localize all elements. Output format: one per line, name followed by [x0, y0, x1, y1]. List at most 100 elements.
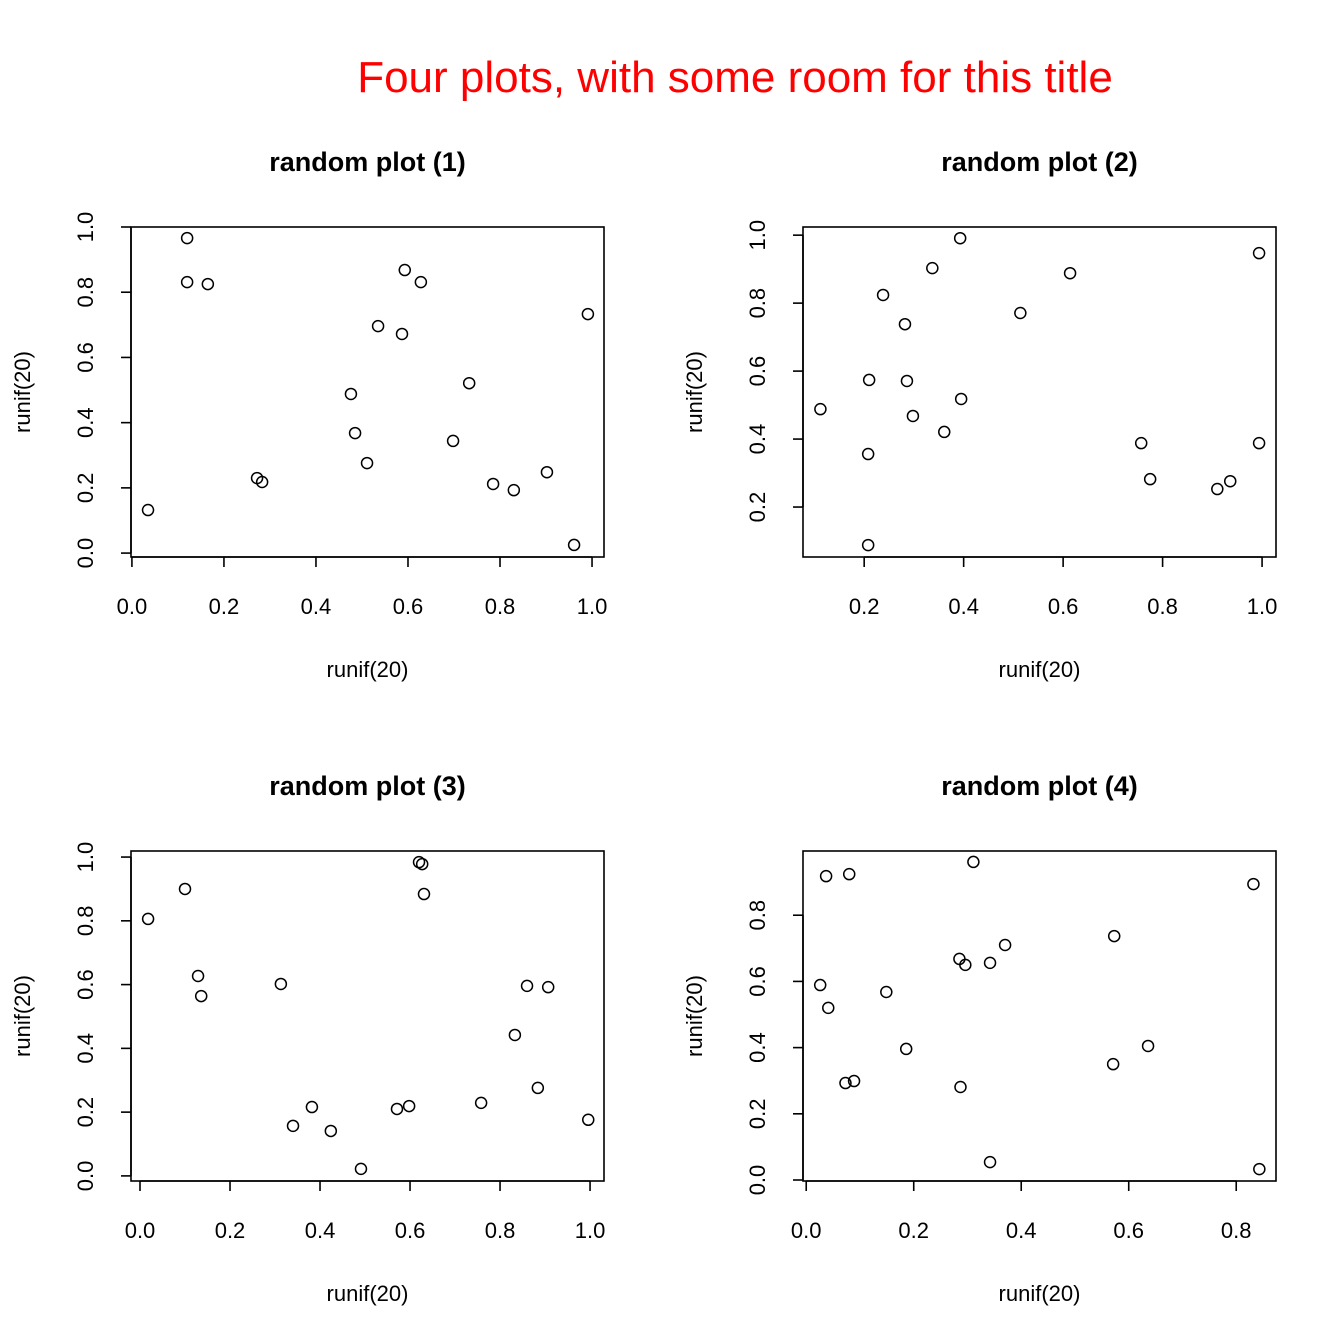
- x-tick-label: 0.4: [301, 594, 332, 619]
- data-point: [900, 374, 914, 388]
- panel-2: random plot (2) runif(20) runif(20) 0.2 0.4 0…: [682, 147, 1277, 682]
- data-point: [983, 956, 997, 970]
- data-point: [520, 979, 534, 993]
- x-tick-label: 0.2: [849, 594, 880, 619]
- y-axis-label: runif(20): [10, 351, 35, 433]
- data-point: [1252, 246, 1266, 260]
- data-point: [390, 1102, 404, 1116]
- data-point: [402, 1099, 416, 1113]
- data-point: [180, 275, 194, 289]
- data-point: [861, 538, 875, 552]
- data-point: [898, 317, 912, 331]
- data-point: [415, 857, 429, 871]
- data-point: [305, 1100, 319, 1114]
- data-point: [531, 1081, 545, 1095]
- x-tick-label: 0.0: [791, 1218, 822, 1243]
- x-tick-label: 0.2: [898, 1218, 929, 1243]
- x-tick-label: 0.0: [117, 594, 148, 619]
- data-point: [414, 275, 428, 289]
- plot-frame: [130, 226, 605, 558]
- data-point: [839, 1076, 852, 1090]
- data-point: [255, 475, 269, 489]
- data-point: [899, 1042, 913, 1056]
- data-point: [446, 434, 460, 448]
- x-tick-label: 0.4: [305, 1218, 336, 1243]
- data-point: [1143, 472, 1157, 486]
- y-tick-label: 0.0: [73, 1161, 98, 1192]
- data-point: [191, 969, 205, 983]
- data-point: [354, 1162, 368, 1176]
- data-point: [486, 477, 500, 491]
- panel-3: random plot (3) runif(20) runif(20) 0.0 0.2 0…: [10, 771, 605, 1306]
- data-point: [954, 392, 968, 406]
- x-axis-label: runif(20): [327, 1281, 409, 1306]
- data-point: [819, 869, 833, 883]
- y-tick-label: 1.0: [745, 220, 770, 251]
- x-tick-label: 0.2: [209, 594, 240, 619]
- data-point: [1063, 266, 1077, 280]
- data-point: [474, 1096, 488, 1110]
- data-point: [395, 327, 409, 341]
- y-tick-label: 0.0: [73, 538, 98, 569]
- y-tick-label: 0.4: [745, 1032, 770, 1063]
- data-point: [1252, 436, 1266, 450]
- data-point: [998, 938, 1012, 952]
- data-point: [141, 912, 155, 926]
- data-point: [371, 319, 385, 333]
- y-tick-label: 0.4: [73, 407, 98, 438]
- plot-title: random plot (2): [941, 147, 1138, 177]
- plot-title: random plot (3): [269, 771, 466, 801]
- x-tick-label: 0.8: [1147, 594, 1178, 619]
- data-point: [953, 231, 967, 245]
- y-tick-label: 0.8: [73, 906, 98, 937]
- data-point: [1134, 436, 1148, 450]
- y-tick-label: 0.6: [745, 966, 770, 997]
- data-point: [861, 447, 875, 461]
- data-point: [201, 277, 215, 291]
- x-tick-label: 0.0: [125, 1218, 156, 1243]
- data-point: [959, 958, 972, 972]
- data-point: [862, 373, 876, 387]
- data-point: [1106, 1057, 1120, 1071]
- x-tick-label: 0.6: [1113, 1218, 1144, 1243]
- data-point: [567, 538, 581, 552]
- data-point: [842, 867, 856, 881]
- data-point: [540, 465, 554, 479]
- x-tick-label: 0.2: [215, 1218, 246, 1243]
- y-tick-label: 1.0: [73, 212, 98, 243]
- y-tick-label: 0.6: [73, 342, 98, 373]
- data-point: [348, 426, 362, 440]
- y-tick-label: 0.6: [73, 969, 98, 1000]
- x-tick-label: 0.6: [1048, 594, 1079, 619]
- y-tick-label: 1.0: [73, 842, 98, 873]
- y-axis-label: runif(20): [10, 975, 35, 1057]
- data-point: [938, 425, 951, 439]
- data-point: [286, 1119, 300, 1133]
- x-tick-label: 0.4: [1006, 1218, 1037, 1243]
- x-tick-label: 1.0: [575, 1218, 606, 1243]
- data-point: [906, 409, 920, 423]
- data-point: [508, 1028, 522, 1042]
- y-tick-label: 0.8: [745, 900, 770, 931]
- data-point: [926, 261, 939, 275]
- x-axis-label: runif(20): [327, 657, 409, 682]
- data-point: [141, 503, 155, 517]
- plot-frame: [802, 850, 1277, 1182]
- data-point: [1223, 474, 1237, 488]
- plot-frame: [802, 226, 1277, 558]
- data-point: [1014, 306, 1027, 320]
- data-point: [344, 387, 358, 401]
- data-point: [180, 231, 194, 245]
- x-tick-label: 0.8: [1221, 1218, 1252, 1243]
- data-point: [507, 483, 521, 497]
- x-tick-label: 0.6: [393, 594, 424, 619]
- x-tick-label: 0.8: [485, 594, 516, 619]
- x-tick-label: 0.4: [948, 594, 979, 619]
- y-tick-label: 0.4: [745, 424, 770, 455]
- y-tick-label: 0.8: [745, 288, 770, 319]
- data-point: [876, 288, 890, 302]
- data-point: [953, 952, 966, 966]
- main-title: Four plots, with some room for this titl…: [357, 53, 1113, 102]
- y-tick-label: 0.2: [745, 492, 770, 523]
